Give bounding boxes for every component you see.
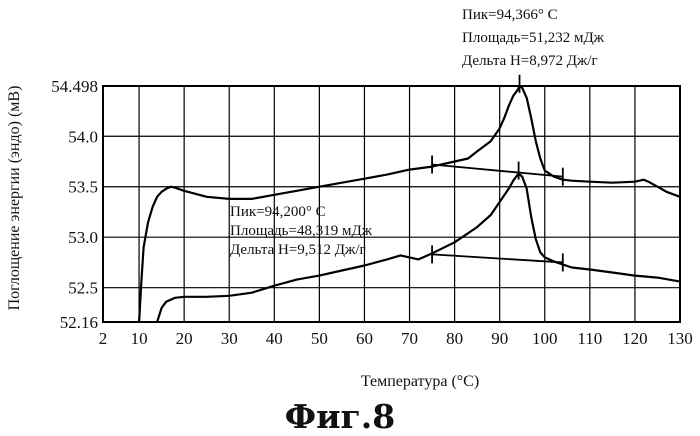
y-tick-label-5: 54.498 (51, 77, 98, 96)
annotation-upper-line-3: Дельта Н=8,972 Дж/г (462, 53, 598, 69)
y-tick-label-1: 52.5 (68, 279, 98, 298)
x-tick-label-2: 20 (176, 329, 193, 348)
x-tick-label-11: 110 (577, 329, 602, 348)
y-tick-label-3: 53.5 (68, 178, 98, 197)
y-tick-label-0: 52.16 (60, 313, 98, 332)
x-tick-label-8: 80 (446, 329, 463, 348)
x-tick-label-13: 130 (667, 329, 693, 348)
x-tick-label-5: 50 (311, 329, 328, 348)
annotation-upper-line-1: Пик=94,366° С (462, 7, 558, 23)
y-tick-label-2: 53.0 (68, 228, 98, 247)
figure-caption: Фиг.8 (285, 397, 395, 436)
x-tick-label-9: 90 (491, 329, 508, 348)
x-tick-label-6: 60 (356, 329, 373, 348)
x-tick-label-7: 70 (401, 329, 418, 348)
x-tick-label-1: 10 (131, 329, 148, 348)
x-tick-label-10: 100 (532, 329, 558, 348)
y-tick-label-4: 54.0 (68, 127, 98, 146)
x-axis-label: Температура (°C) (361, 373, 479, 390)
x-tick-label-4: 40 (266, 329, 283, 348)
marks-layer (432, 75, 563, 272)
grid (103, 86, 680, 322)
x-tick-label-0: 2 (99, 329, 108, 348)
x-tick-label-3: 30 (221, 329, 238, 348)
annotation-lower-line-2: Площадь=48,319 мДж (230, 223, 373, 239)
annotation-upper: Пик=94,366° С Площадь=51,232 мДж Дельта … (462, 7, 605, 69)
x-tick-label-12: 120 (622, 329, 648, 348)
annotation-lower-line-3: Дельта Н=9,512 Дж/г (230, 242, 366, 258)
y-tick-labels: 52.16 52.5 53.0 53.5 54.0 54.498 (51, 77, 98, 332)
annotation-lower: Пик=94,200° С Площадь=48,319 мДж Дельта … (230, 204, 373, 258)
annotation-upper-line-2: Площадь=51,232 мДж (462, 30, 605, 46)
x-tick-labels: 2 10 20 30 40 50 60 70 80 90 100 110 120 130 (99, 329, 693, 348)
y-axis-label: Поглощение энергии (эндо) (мВ) (6, 86, 23, 311)
plot-frame (103, 86, 680, 322)
annotation-lower-line-1: Пик=94,200° С (230, 204, 326, 220)
